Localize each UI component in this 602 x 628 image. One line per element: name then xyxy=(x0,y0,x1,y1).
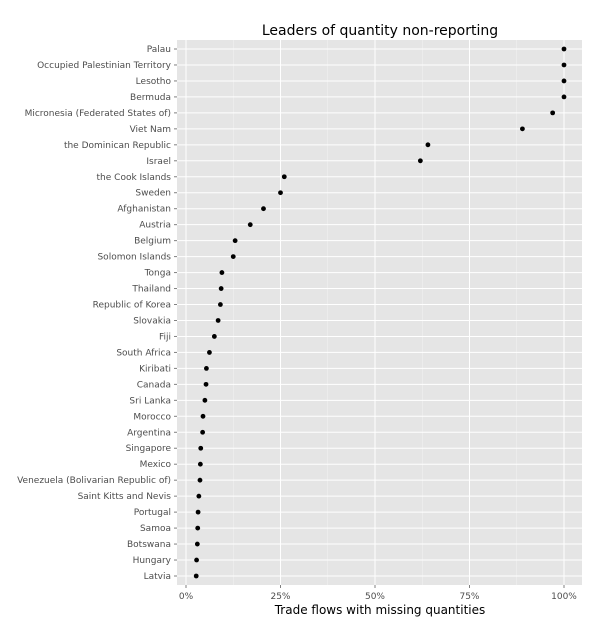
x-tick-labels: 0% 25% 50% 75% 100% xyxy=(179,592,577,602)
data-point xyxy=(219,270,225,275)
data-point xyxy=(520,126,525,132)
y-tick-label: Micronesia (Federated States of) xyxy=(25,109,171,119)
y-tick-label: Lesotho xyxy=(136,77,172,87)
y-tick-label: South Africa xyxy=(116,348,171,358)
y-tick-label: Argentina xyxy=(127,428,171,438)
chart-title: Leaders of quantity non-reporting xyxy=(262,23,498,39)
y-tick-label: Latvia xyxy=(144,572,171,582)
y-tick-label: Thailand xyxy=(131,285,171,295)
data-point xyxy=(193,573,199,579)
y-tick-label: Botswana xyxy=(127,540,171,550)
data-point xyxy=(207,350,212,355)
data-point xyxy=(561,78,567,84)
data-point xyxy=(194,541,200,547)
data-point xyxy=(278,190,283,196)
data-point xyxy=(217,302,223,307)
y-tick-label: Mexico xyxy=(140,460,172,470)
y-tick-label: Sri Lanka xyxy=(129,396,171,406)
major-gridlines xyxy=(177,40,582,585)
data-point xyxy=(215,318,221,323)
y-tick-label: Palau xyxy=(147,45,171,55)
data-point xyxy=(417,158,423,164)
y-tick-label: Republic of Korea xyxy=(93,301,171,311)
y-tick-label: Solomon Islands xyxy=(97,253,171,263)
plot-panel xyxy=(177,40,582,585)
data-point xyxy=(195,509,201,515)
data-point xyxy=(230,254,236,260)
y-tick-label: Hungary xyxy=(133,556,172,566)
data-point xyxy=(561,94,567,100)
y-tick-label: Sweden xyxy=(135,189,171,199)
data-point xyxy=(232,238,238,244)
data-point xyxy=(218,286,224,291)
data-points xyxy=(193,46,567,579)
x-tick-label: 0% xyxy=(179,592,194,602)
data-point xyxy=(425,142,431,148)
x-tick-marks xyxy=(185,585,565,588)
y-tick-label: Singapore xyxy=(126,444,172,454)
data-point xyxy=(200,429,206,435)
data-point xyxy=(550,110,556,116)
y-tick-label: Bermuda xyxy=(130,93,171,103)
y-tick-labels: Palau Occupied Palestinian Territory Lesot… xyxy=(17,45,172,582)
y-tick-label: the Cook Islands xyxy=(97,173,172,183)
data-point xyxy=(261,206,266,212)
y-tick-label: Morocco xyxy=(133,412,171,422)
x-tick-label: 75% xyxy=(459,592,479,602)
data-point xyxy=(200,413,206,419)
y-tick-label: Kiribati xyxy=(139,364,171,374)
data-point xyxy=(195,525,201,531)
y-tick-label: Belgium xyxy=(134,237,171,247)
data-point xyxy=(204,365,209,371)
y-tick-label: Afghanistan xyxy=(117,205,171,215)
minor-gridlines xyxy=(233,40,517,585)
data-point xyxy=(202,397,208,403)
y-tick-label: Canada xyxy=(137,380,171,390)
data-point xyxy=(281,174,287,180)
y-tick-label: Tonga xyxy=(144,269,171,279)
y-tick-label: Austria xyxy=(139,221,171,231)
y-tick-label: Slovakia xyxy=(133,316,171,326)
y-tick-label: the Dominican Republic xyxy=(64,141,171,151)
y-tick-label: Occupied Palestinian Territory xyxy=(37,61,172,71)
x-tick-label: 100% xyxy=(551,592,577,602)
data-point xyxy=(561,46,567,52)
data-point xyxy=(196,493,202,499)
data-point xyxy=(203,381,209,387)
y-tick-label: Venezuela (Bolivarian Republic of) xyxy=(17,476,171,486)
data-point xyxy=(194,557,199,563)
y-tick-label: Portugal xyxy=(134,508,171,518)
data-point xyxy=(211,334,217,339)
y-tick-label: Saint Kitts and Nevis xyxy=(78,492,172,502)
data-point xyxy=(197,477,203,483)
y-tick-label: Fiji xyxy=(159,332,171,342)
y-tick-label: Samoa xyxy=(140,524,171,534)
y-tick-label: Israel xyxy=(146,157,171,167)
y-tick-marks xyxy=(174,48,177,577)
data-point xyxy=(197,461,203,467)
y-tick-label: Viet Nam xyxy=(130,125,171,135)
data-point xyxy=(247,222,253,228)
x-tick-label: 25% xyxy=(270,592,290,602)
data-point xyxy=(561,62,567,68)
x-tick-label: 50% xyxy=(365,592,385,602)
x-axis-label: Trade flows with missing quantities xyxy=(274,603,486,617)
data-point xyxy=(198,445,204,451)
